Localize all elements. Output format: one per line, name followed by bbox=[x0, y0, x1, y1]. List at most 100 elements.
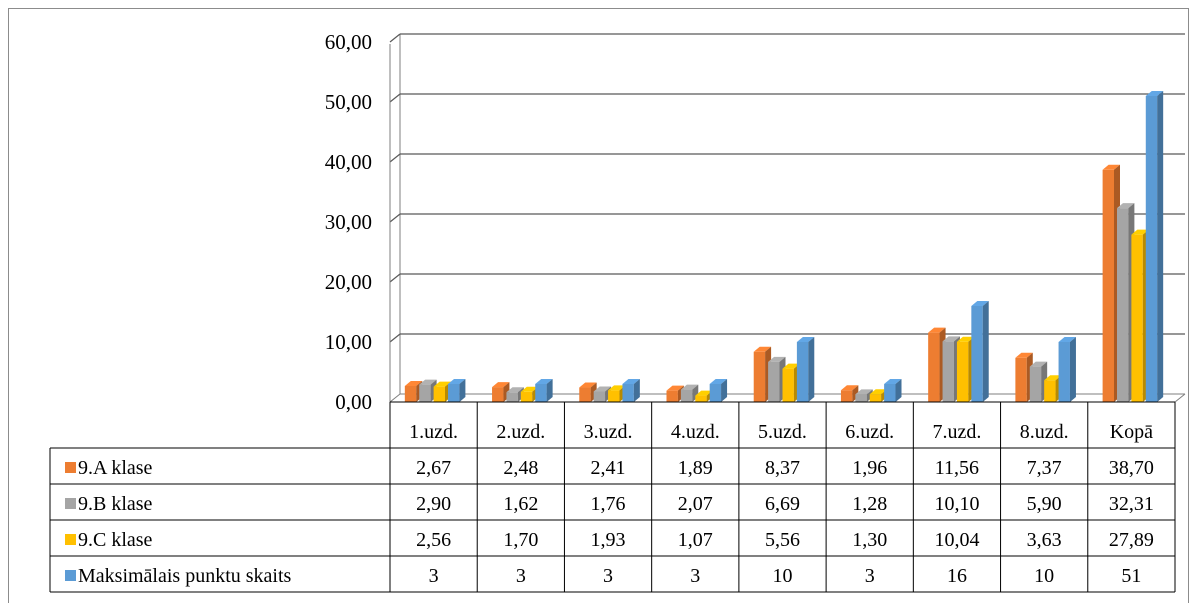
bar-front bbox=[448, 384, 460, 402]
bar-top bbox=[855, 389, 873, 395]
bar-front bbox=[709, 384, 722, 402]
legend-label: 9.B klase bbox=[78, 493, 153, 515]
floor-left-edge bbox=[389, 393, 401, 403]
data-label: 1,30 bbox=[852, 529, 887, 551]
y-tick-label: 60,00 bbox=[325, 30, 372, 54]
bar-top bbox=[404, 380, 423, 386]
bar-top bbox=[448, 379, 466, 384]
bar-top bbox=[709, 379, 728, 384]
bar bbox=[1058, 337, 1076, 402]
data-label: 3 bbox=[865, 565, 875, 587]
bar-front bbox=[535, 384, 547, 402]
bar-top bbox=[433, 381, 452, 387]
legend-key bbox=[65, 534, 76, 545]
data-label: 5,56 bbox=[765, 529, 800, 551]
bar-side bbox=[808, 337, 815, 402]
bar bbox=[796, 337, 815, 402]
bar-front bbox=[855, 394, 867, 402]
bar-front bbox=[579, 387, 591, 402]
bar-side bbox=[1157, 91, 1164, 402]
bar-front bbox=[492, 387, 504, 402]
data-label: 1,28 bbox=[852, 493, 887, 515]
data-label: 10 bbox=[773, 565, 793, 587]
bar bbox=[535, 379, 553, 402]
bar-top bbox=[680, 384, 699, 390]
bar-front bbox=[419, 384, 431, 402]
bar-side bbox=[546, 379, 553, 402]
bar-top bbox=[840, 385, 859, 391]
bar-front bbox=[869, 394, 882, 402]
bar-top bbox=[666, 385, 684, 391]
bar-top bbox=[622, 379, 640, 384]
bar-front bbox=[666, 390, 678, 402]
bar-top bbox=[535, 379, 553, 384]
bar-top bbox=[1058, 337, 1076, 342]
data-label: 2,41 bbox=[591, 457, 626, 479]
data-label: 7,37 bbox=[1027, 457, 1062, 479]
bar-front bbox=[1116, 208, 1129, 402]
bar-front bbox=[1044, 380, 1056, 402]
data-label: 3,63 bbox=[1027, 529, 1062, 551]
x-tick-label: Kopā bbox=[1110, 421, 1153, 443]
data-label: 1,93 bbox=[591, 529, 626, 551]
x-tick-label: 2.uzd. bbox=[496, 421, 545, 443]
legend-label: 9.A klase bbox=[78, 457, 153, 479]
data-label: 1,70 bbox=[503, 529, 538, 551]
gridline-side bbox=[389, 213, 401, 223]
bar-front bbox=[884, 384, 896, 402]
data-label: 32,31 bbox=[1109, 493, 1154, 515]
bar bbox=[622, 379, 640, 402]
bar-front bbox=[520, 391, 533, 402]
data-label: 2,90 bbox=[416, 493, 451, 515]
gridline-side bbox=[389, 33, 401, 43]
data-label: 1,89 bbox=[678, 457, 713, 479]
data-label: 10,04 bbox=[934, 529, 979, 551]
data-label: 3 bbox=[429, 565, 439, 587]
bar-front bbox=[956, 341, 969, 402]
x-tick-label: 7.uzd. bbox=[932, 421, 981, 443]
y-tick-label: 50,00 bbox=[325, 90, 372, 114]
y-tick-label: 40,00 bbox=[325, 150, 372, 174]
bar-top bbox=[1102, 164, 1120, 170]
y-tick-label: 10,00 bbox=[325, 330, 372, 354]
data-label: 51 bbox=[1121, 565, 1141, 587]
bar-side bbox=[1069, 337, 1076, 402]
bar-top bbox=[869, 389, 888, 395]
bar-front bbox=[593, 391, 606, 402]
gridline-side bbox=[389, 273, 401, 283]
bar-front bbox=[1058, 342, 1070, 402]
bar-top bbox=[520, 386, 539, 392]
gridline-side bbox=[389, 333, 401, 343]
x-tick-label: 1.uzd. bbox=[409, 421, 458, 443]
bar bbox=[709, 379, 728, 402]
bar-front bbox=[680, 389, 693, 402]
data-label: 2,67 bbox=[416, 457, 451, 479]
bar-front bbox=[942, 341, 954, 402]
data-label: 6,69 bbox=[765, 493, 800, 515]
bar-side bbox=[459, 379, 466, 402]
data-label: 10,10 bbox=[934, 493, 979, 515]
legend-label: Maksimālais punktu skaits bbox=[78, 565, 292, 587]
bar-top bbox=[928, 327, 946, 333]
legend-key bbox=[65, 462, 76, 473]
gridline-side bbox=[389, 93, 401, 103]
data-label: 2,07 bbox=[678, 493, 713, 515]
bar-top bbox=[884, 379, 902, 384]
bar-front bbox=[1029, 366, 1042, 402]
bar-top bbox=[782, 363, 800, 369]
bar-top bbox=[768, 356, 786, 362]
bar-side bbox=[721, 379, 728, 402]
bar-top bbox=[608, 385, 626, 391]
x-tick-label: 3.uzd. bbox=[584, 421, 633, 443]
legend-label: 9.C klase bbox=[78, 529, 153, 551]
bar-top bbox=[1015, 352, 1033, 358]
bar-top bbox=[796, 337, 815, 342]
bar-top bbox=[492, 382, 510, 388]
legend-key bbox=[65, 498, 76, 509]
bar-top bbox=[1029, 361, 1048, 367]
x-tick-label: 6.uzd. bbox=[845, 421, 894, 443]
bar-front bbox=[1145, 96, 1158, 402]
bar-top bbox=[753, 346, 772, 352]
